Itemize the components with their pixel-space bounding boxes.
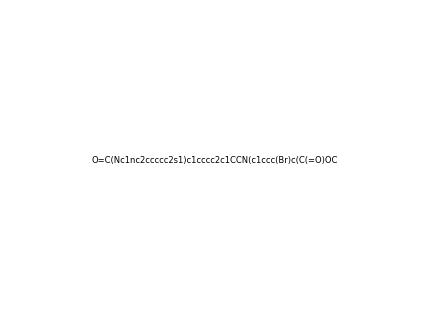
Text: O=C(Nc1nc2ccccc2s1)c1cccc2c1CCN(c1ccc(Br)c(C(=O)OC: O=C(Nc1nc2ccccc2s1)c1cccc2c1CCN(c1ccc(Br… bbox=[92, 156, 338, 164]
